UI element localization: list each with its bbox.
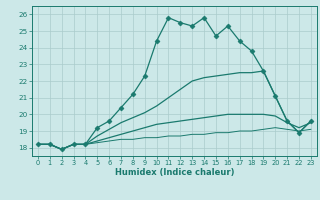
X-axis label: Humidex (Indice chaleur): Humidex (Indice chaleur) <box>115 168 234 177</box>
